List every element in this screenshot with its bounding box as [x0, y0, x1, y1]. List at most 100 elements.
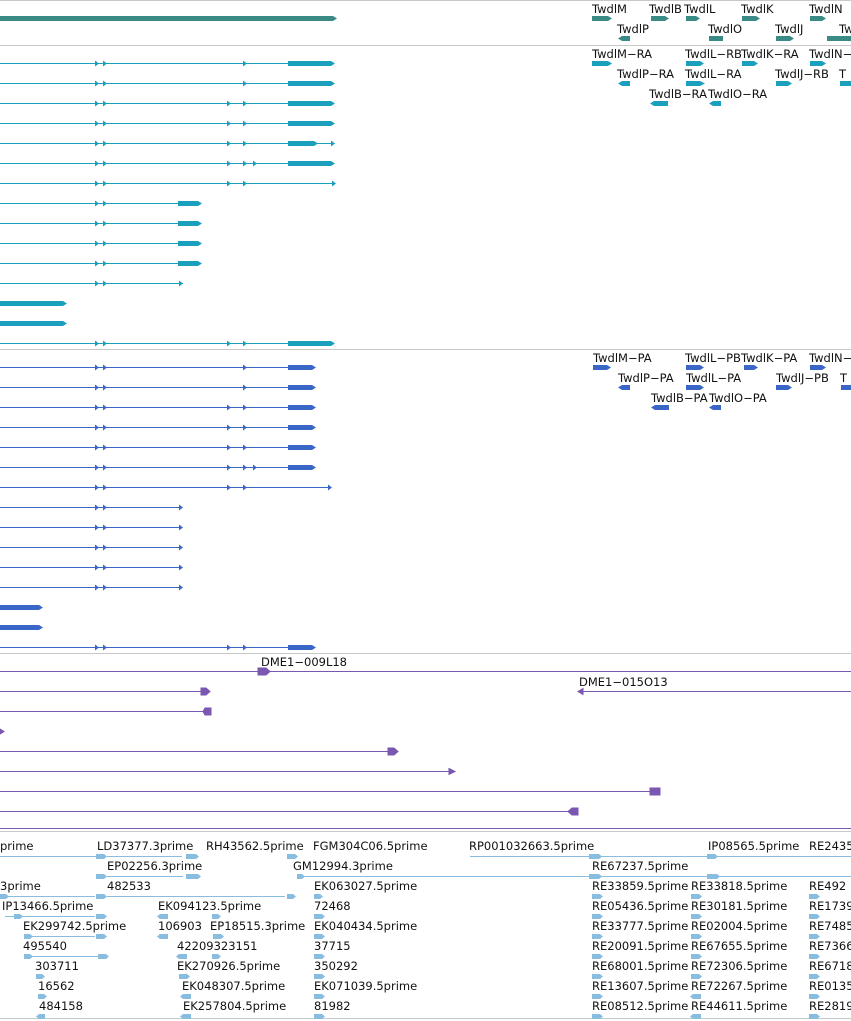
gene-label[interactable]: TwdlP [616, 22, 649, 36]
est-label[interactable]: RE08512.5prime [592, 999, 688, 1013]
est-label[interactable]: RE68001.5prime [592, 959, 688, 973]
est-label[interactable]: EK063027.5prime [314, 879, 417, 893]
est-label[interactable]: RE05436.5prime [592, 899, 688, 913]
est-label[interactable]: 81982 [314, 999, 351, 1013]
gene-label[interactable]: TwdlO [707, 22, 742, 36]
gene-model[interactable] [0, 384, 316, 391]
gene-model[interactable] [0, 404, 316, 411]
est-label[interactable]: RE33777.5prime [592, 919, 688, 933]
est-label[interactable]: IP13466.5prime [2, 899, 93, 913]
est-label[interactable]: RP001032663.5prime [469, 839, 594, 853]
gene-model[interactable] [0, 504, 183, 511]
gene-model[interactable] [0, 340, 335, 347]
transcript-label[interactable]: TwdlB−RA [648, 87, 707, 101]
est-label[interactable]: 482533 [107, 879, 151, 893]
gene-model[interactable] [0, 100, 335, 107]
gene-model[interactable] [0, 280, 183, 287]
transcript-label[interactable]: TwdlL−RA [684, 67, 742, 81]
est-label[interactable]: EK040434.5prime [314, 919, 417, 933]
gene-model[interactable] [0, 644, 316, 651]
protein-models[interactable] [0, 364, 332, 651]
est-label[interactable]: FGM304C06.5prime [313, 839, 428, 853]
gene-model[interactable] [0, 140, 335, 147]
gene-label[interactable]: TwdlN [808, 2, 843, 16]
gene-glyphs-right[interactable] [592, 16, 851, 41]
est-label[interactable]: 106903 [158, 919, 202, 933]
est-label[interactable]: EK048307.5prime [182, 979, 285, 993]
est-features[interactable] [0, 854, 851, 1019]
gene-model[interactable] [0, 544, 183, 551]
est-label[interactable]: EK257804.5prime [183, 999, 286, 1013]
est-label[interactable]: 72468 [314, 899, 351, 913]
gene-model[interactable] [0, 80, 335, 87]
clone-label[interactable]: DME1−015O13 [579, 675, 668, 689]
est-label[interactable]: RE33818.5prime [691, 879, 787, 893]
gene-model[interactable] [0, 160, 335, 167]
est-label[interactable]: 16562 [38, 979, 75, 993]
gene-model[interactable] [0, 584, 183, 591]
gene-model[interactable] [0, 424, 316, 431]
est-label[interactable]: RE67655.5prime [691, 939, 787, 953]
est-label[interactable]: RE1739 [809, 899, 851, 913]
gene-model[interactable] [0, 484, 332, 491]
est-label[interactable]: RE44611.5prime [691, 999, 787, 1013]
protein-label[interactable]: TwdlL−PA [685, 371, 741, 385]
est-label[interactable]: RE02004.5prime [691, 919, 787, 933]
est-label[interactable]: EK071039.5prime [314, 979, 417, 993]
est-label[interactable]: RE72267.5prime [691, 979, 787, 993]
gene-model[interactable] [0, 444, 316, 451]
est-label[interactable]: LD37377.3prime [97, 839, 193, 853]
transcript-label[interactable]: TwdlO−RA [707, 87, 767, 101]
gene-model[interactable] [0, 60, 335, 67]
protein-label[interactable]: TwdlJ−PB [775, 371, 829, 385]
est-label[interactable]: EK094123.5prime [158, 899, 261, 913]
protein-label[interactable]: TwdlM−PA [592, 351, 652, 365]
gene-model[interactable] [0, 240, 202, 247]
est-label[interactable]: 3prime [0, 879, 41, 893]
est-label[interactable]: RE72306.5prime [691, 959, 787, 973]
est-label[interactable]: RE13607.5prime [592, 979, 688, 993]
est-label[interactable]: RE67237.5prime [592, 859, 688, 873]
est-label[interactable]: RH43562.5prime [206, 839, 304, 853]
est-label[interactable]: EP18515.3prime [210, 919, 305, 933]
clone-label[interactable]: DME1−009L18 [261, 655, 347, 669]
est-label[interactable]: RE20091.5prime [592, 939, 688, 953]
gene-model[interactable] [0, 180, 336, 187]
est-label[interactable]: RE6718 [809, 959, 851, 973]
est-label[interactable]: 303711 [35, 959, 79, 973]
transcript-label[interactable]: TwdlN− [808, 47, 851, 61]
gene-model[interactable] [0, 364, 316, 371]
clone-features[interactable] [0, 667, 851, 829]
est-label[interactable]: RE7485 [809, 919, 851, 933]
est-label[interactable]: prime [0, 839, 34, 853]
est-label[interactable]: GM12994.3prime [293, 859, 393, 873]
gene-label[interactable]: TwdlL [683, 2, 716, 16]
transcript-label[interactable]: TwdlJ−RB [774, 67, 829, 81]
est-label[interactable]: EK270926.5prime [177, 959, 280, 973]
gene-model[interactable] [0, 524, 183, 531]
protein-label[interactable]: TwdlP−PA [617, 371, 674, 385]
transcript-glyphs-right[interactable] [592, 61, 851, 106]
protein-label[interactable]: TwdlO−PA [708, 391, 767, 405]
est-label[interactable]: RE33859.5prime [592, 879, 688, 893]
protein-label[interactable]: TwdlB−PA [650, 391, 708, 405]
gene-label[interactable]: TwdlB [648, 2, 682, 16]
gene-model[interactable] [0, 200, 202, 207]
protein-label[interactable]: TwdlN− [808, 351, 851, 365]
transcript-label[interactable]: TwdlP−RA [616, 67, 674, 81]
est-label[interactable]: EK299742.5prime [23, 919, 126, 933]
protein-label[interactable]: TwdlK−PA [740, 351, 797, 365]
est-label[interactable]: EP02256.3prime [107, 859, 202, 873]
est-label[interactable]: RE2435 [809, 839, 851, 853]
transcript-label[interactable]: T [838, 67, 847, 81]
transcript-models[interactable] [0, 60, 336, 347]
est-label[interactable]: RE0135 [809, 979, 851, 993]
est-label[interactable]: 495540 [23, 939, 67, 953]
est-label[interactable]: 37715 [314, 939, 351, 953]
est-label[interactable]: RE2819 [809, 999, 851, 1013]
est-label[interactable]: 350292 [314, 959, 358, 973]
est-label[interactable]: IP08565.5prime [708, 839, 799, 853]
gene-model[interactable] [0, 464, 316, 471]
gene-model[interactable] [0, 220, 202, 227]
protein-glyphs-right[interactable] [593, 365, 851, 410]
